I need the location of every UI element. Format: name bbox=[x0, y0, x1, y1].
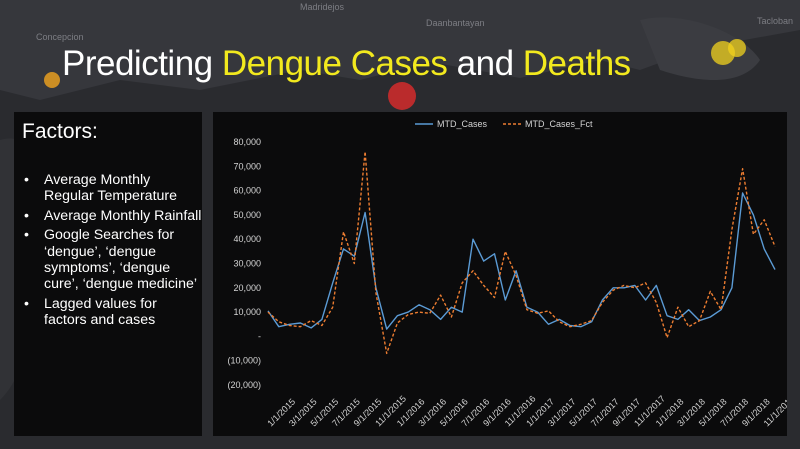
map-label: Madridejos bbox=[300, 2, 345, 12]
map-hotspot-marker bbox=[728, 39, 746, 57]
y-tick-label: 60,000 bbox=[233, 186, 261, 196]
title-highlight-dengue-cases: Dengue Cases bbox=[221, 44, 448, 83]
factor-item: Lagged values for factors and cases bbox=[22, 296, 202, 329]
y-tick-label: 40,000 bbox=[233, 234, 261, 244]
y-tick-label: 50,000 bbox=[233, 210, 261, 220]
series-line-mtd-cases-fct bbox=[267, 151, 776, 355]
map-label: Daanbantayan bbox=[426, 18, 485, 28]
y-tick-label: 30,000 bbox=[233, 259, 261, 269]
map-island bbox=[640, 17, 760, 80]
factors-panel: Factors: Average Monthly Regular Tempera… bbox=[14, 112, 202, 436]
map-hotspot-marker bbox=[388, 82, 416, 110]
map-label: Tacloban bbox=[757, 16, 793, 26]
y-tick-label: 20,000 bbox=[233, 283, 261, 293]
y-tick-label: (20,000) bbox=[227, 380, 261, 390]
map-label: Concepcion bbox=[36, 32, 84, 42]
factor-item: Average Monthly Regular Temperature bbox=[22, 172, 202, 205]
legend-label: MTD_Cases bbox=[437, 119, 488, 129]
title-highlight-deaths: Deaths bbox=[522, 44, 631, 83]
factor-list: Average Monthly Regular Temperature Aver… bbox=[22, 172, 202, 332]
title-prefix: Predicting bbox=[62, 44, 222, 83]
slide-title: Predicting Dengue Cases and Deaths bbox=[62, 44, 631, 84]
y-tick-label: 80,000 bbox=[233, 137, 261, 147]
y-tick-label: 10,000 bbox=[233, 307, 261, 317]
legend-label: MTD_Cases_Fct bbox=[525, 119, 593, 129]
chart-panel: 80,000 70,000 60,000 50,000 40,000 30,000 20,0… bbox=[213, 112, 787, 436]
title-middle: and bbox=[447, 44, 523, 83]
factors-heading: Factors: bbox=[22, 120, 98, 143]
factor-item: Average Monthly Rainfall bbox=[22, 208, 202, 225]
y-tick-label: - bbox=[258, 331, 261, 341]
map-landmass bbox=[0, 0, 800, 100]
y-tick-label: 70,000 bbox=[233, 161, 261, 171]
map-hotspot-marker bbox=[44, 72, 60, 88]
line-chart: 80,000 70,000 60,000 50,000 40,000 30,000 20,0… bbox=[227, 119, 787, 428]
y-tick-label: (10,000) bbox=[227, 356, 261, 366]
factor-item: Google Searches for ‘dengue’, ‘dengue sy… bbox=[22, 227, 202, 293]
series-line-mtd-cases bbox=[267, 192, 776, 330]
